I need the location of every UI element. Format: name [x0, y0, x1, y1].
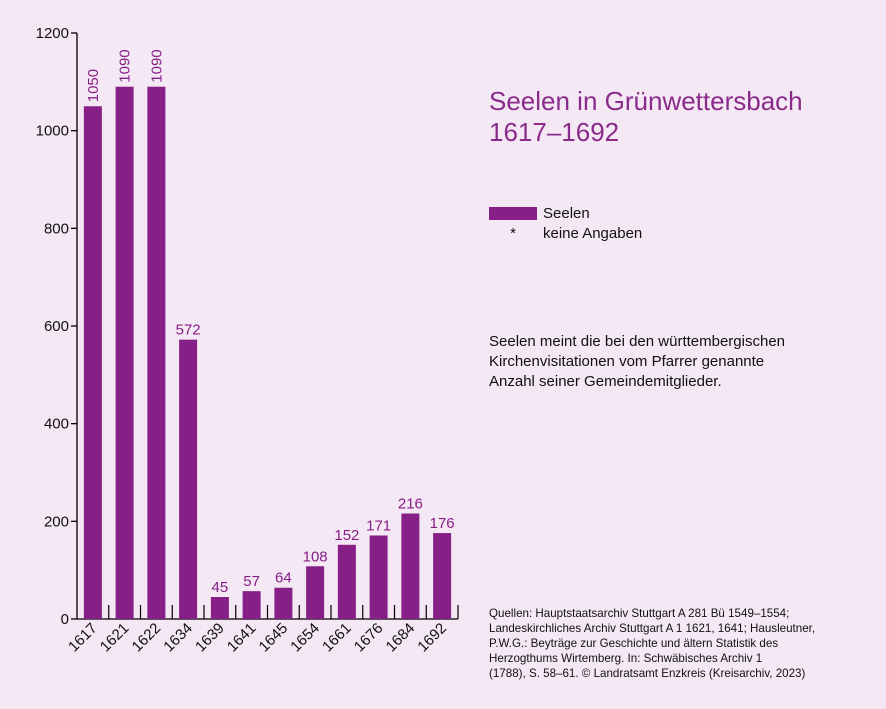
sources-line: Quellen: Hauptstaatsarchiv Stuttgart A 2…	[489, 607, 790, 620]
bar	[83, 106, 102, 619]
note-line: Seelen meint die bei den württembergisch…	[489, 333, 786, 350]
x-tick-label: 1654	[287, 620, 323, 656]
explanation-note: Seelen meint die bei den württembergisch…	[489, 332, 849, 392]
bar-value-label: 64	[275, 570, 292, 587]
y-axis: 0 200 400 600 800 1000 1200	[36, 25, 78, 628]
bar	[242, 591, 261, 619]
sources-line: P.W.G.: Beyträge zur Geschichte und älte…	[489, 637, 779, 650]
bar-value-label: 1050	[85, 69, 102, 102]
bar-value-label: 45	[212, 579, 229, 596]
y-tick-label: 0	[61, 611, 69, 628]
bar-value-label: 152	[334, 527, 359, 544]
x-tick-label: 1692	[414, 620, 450, 656]
x-tick-label: 1641	[224, 620, 260, 656]
x-tick-label: 1684	[383, 620, 419, 656]
bar	[306, 566, 325, 619]
y-tick-label: 1000	[36, 123, 69, 140]
x-axis: 1617162116221634163916411645165416611676…	[65, 605, 459, 656]
sources-line: Landeskirchliches Archiv Stuttgart A 1 1…	[489, 622, 816, 635]
bar-value-label: 176	[430, 515, 455, 532]
note-line: Anzahl seiner Gemeindemitglieder.	[489, 373, 722, 390]
y-tick-label: 1200	[36, 25, 69, 42]
bar-value-label: 171	[366, 517, 391, 534]
bars: 1050 1090 1090 572 45 57 64 108 152 171 216 176	[83, 49, 455, 619]
note-line: Kirchenvisitationen vom Pfarrer genannte	[489, 353, 765, 370]
legend-label-no-data: keine Angaben	[543, 224, 643, 242]
legend-item-no-data: * keine Angaben	[489, 223, 642, 243]
sources-text: Quellen: Hauptstaatsarchiv Stuttgart A 2…	[489, 606, 884, 681]
x-tick-label: 1621	[97, 620, 133, 656]
x-tick-label: 1645	[256, 620, 292, 656]
bar	[115, 86, 134, 619]
legend-star-symbol: *	[510, 224, 516, 242]
sources-line: Herzogthums Wirtemberg. In: Schwäbisches…	[489, 652, 763, 665]
bar-value-label: 572	[176, 322, 201, 339]
x-tick-label: 1676	[351, 620, 387, 656]
bar-value-label: 57	[243, 573, 260, 590]
bar	[147, 86, 166, 619]
y-tick-label: 400	[44, 416, 69, 433]
chart-title-line-2: 1617–1692	[489, 117, 620, 147]
bar	[337, 544, 356, 619]
chart-title-line-1: Seelen in Grünwettersbach	[489, 86, 803, 116]
x-tick-label: 1639	[192, 620, 228, 656]
bar	[433, 533, 452, 619]
bar	[210, 597, 229, 619]
bar-value-label: 1090	[148, 49, 165, 82]
legend-label-seelen: Seelen	[543, 204, 590, 222]
bar-value-label: 108	[303, 548, 328, 565]
sources-line: (1788), S. 58–61. © Landratsamt Enzkreis…	[489, 667, 806, 680]
bar	[179, 339, 198, 619]
bar	[401, 513, 420, 619]
x-tick-label: 1622	[129, 620, 165, 656]
legend-item-seelen: Seelen	[489, 203, 642, 223]
x-tick-label: 1617	[65, 620, 101, 656]
bar	[274, 587, 293, 619]
y-tick-label: 800	[44, 220, 69, 237]
legend: Seelen * keine Angaben	[489, 203, 642, 243]
legend-swatch	[489, 206, 537, 220]
y-tick-label: 600	[44, 318, 69, 335]
y-tick-label: 200	[44, 513, 69, 530]
bar-value-label: 1090	[117, 49, 134, 82]
bar	[369, 535, 388, 619]
bar-value-label: 216	[398, 496, 423, 513]
x-tick-label: 1661	[319, 620, 355, 656]
x-tick-label: 1634	[160, 620, 196, 656]
chart-title: Seelen in Grünwettersbach 1617–1692	[489, 86, 803, 148]
